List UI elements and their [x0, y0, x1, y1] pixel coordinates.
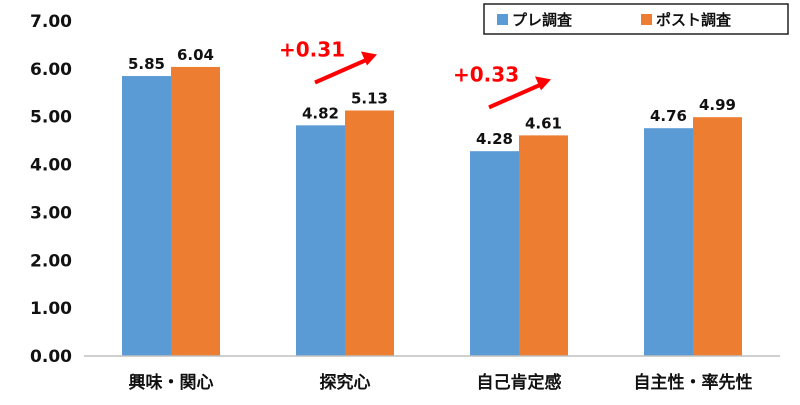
arrow-head-icon	[535, 76, 551, 91]
arrow-up-right-icon	[314, 58, 366, 85]
bar-pre	[644, 128, 693, 356]
legend-label-post: ポスト調査	[656, 11, 732, 29]
x-axis-category-labels: 興味・関心 探究心 自己肯定感 自主性・率先性	[129, 372, 753, 393]
bar-post	[171, 66, 220, 356]
legend-swatch-pre	[497, 14, 508, 25]
data-label: 4.61	[525, 114, 562, 132]
data-label: 5.85	[128, 55, 165, 73]
data-label: 5.13	[351, 89, 388, 107]
legend-box	[483, 3, 789, 35]
data-label: 4.99	[699, 96, 736, 114]
y-tick-label: 6.00	[30, 60, 72, 80]
bars	[122, 66, 742, 357]
bar-post	[519, 135, 568, 356]
bar-post	[693, 117, 742, 356]
data-label: 4.28	[476, 130, 513, 148]
data-label: 6.04	[177, 46, 214, 64]
y-axis-tick-labels: 0.00 1.00 2.00 3.00 4.00 5.00 6.00 7.00	[30, 12, 72, 367]
difference-annotation-label: +0.31	[279, 37, 345, 61]
y-tick-label: 0.00	[30, 347, 72, 367]
category-label: 自己肯定感	[477, 372, 562, 393]
bar-pre	[122, 76, 171, 357]
bar-pre	[470, 151, 519, 356]
data-label: 4.76	[650, 107, 687, 125]
y-tick-label: 4.00	[30, 156, 72, 176]
y-tick-label: 1.00	[30, 299, 72, 319]
annotations: +0.31 +0.33	[279, 37, 551, 110]
legend-label-pre: プレ調査	[512, 11, 573, 29]
arrow-up-right-icon	[488, 83, 540, 110]
arrow-head-icon	[361, 51, 377, 66]
legend: プレ調査 ポスト調査	[483, 3, 789, 35]
category-label: 探究心	[320, 372, 371, 393]
y-tick-label: 7.00	[30, 12, 72, 32]
bar-pre	[296, 125, 345, 356]
y-tick-label: 3.00	[30, 203, 72, 223]
category-label: 自主性・率先性	[634, 372, 753, 393]
bar-post	[345, 110, 394, 356]
data-label: 4.82	[302, 104, 339, 122]
data-labels: 5.85 6.04 4.82 5.13 4.28 4.61 4.76 4.99	[128, 46, 736, 148]
y-tick-label: 5.00	[30, 108, 72, 128]
y-tick-label: 2.00	[30, 251, 72, 271]
legend-swatch-post	[641, 14, 652, 25]
difference-annotation-label: +0.33	[453, 62, 519, 86]
category-label: 興味・関心	[129, 372, 214, 393]
